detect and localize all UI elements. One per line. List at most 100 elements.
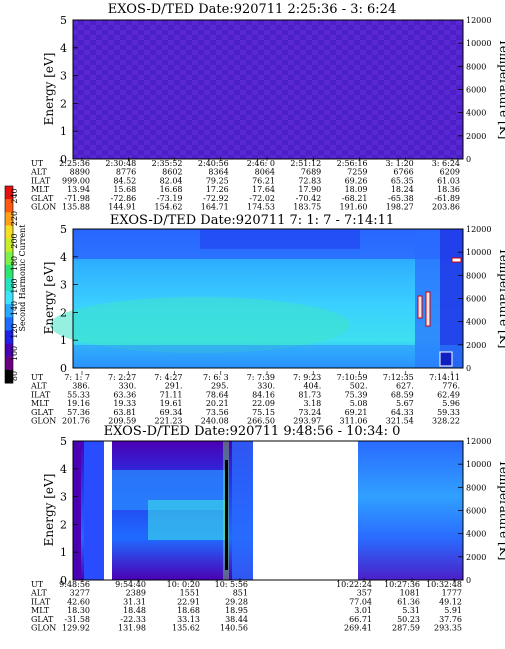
- ephemeris-cell: 7: 2:27: [108, 373, 136, 382]
- ephemeris-cell: 209.59: [108, 417, 136, 426]
- ephemeris-row-label: ALT: [30, 382, 47, 391]
- ephemeris-cell: 59.33: [437, 408, 460, 417]
- colorbar-swatch: [5, 291, 13, 305]
- colorbar-swatch: [5, 199, 13, 213]
- ephemeris-cell: 2:30:48: [105, 159, 136, 168]
- ephemeris-cell: 38.44: [225, 615, 248, 624]
- ephemeris-cell: 140.56: [220, 624, 248, 633]
- ephemeris-cell: -71.98: [64, 194, 90, 203]
- ephemeris-cell: 66.71: [349, 615, 372, 624]
- ephemeris-cell: 63.81: [113, 408, 136, 417]
- ephemeris-cell: 999.00: [62, 176, 90, 185]
- panel-2-ylabel: Energy [eV]: [42, 262, 56, 335]
- ephemeris-cell: 65.35: [391, 176, 414, 185]
- ephemeris-cell: 16.68: [160, 185, 183, 194]
- ephemeris-cell: 2389: [126, 589, 146, 598]
- ephemeris-cell: 10: 0:20: [167, 580, 200, 589]
- ephemeris-cell: 7: 1: 7: [64, 373, 90, 382]
- ephemeris-cell: 7: 4:27: [154, 373, 182, 382]
- ephemeris-cell: 55.33: [67, 390, 90, 399]
- ytick-label: 0: [60, 362, 67, 375]
- colorbar-tick-label: 100: [10, 346, 19, 361]
- ephemeris-row-label: GLAT: [31, 194, 54, 203]
- ephemeris-row-label: ALT: [30, 589, 47, 598]
- ephemeris-cell: 29.28: [225, 597, 248, 606]
- ephemeris-cell: 293.97: [293, 417, 321, 426]
- colorbar-tick-label: 120: [10, 323, 19, 338]
- colorbar-swatch: [5, 369, 13, 384]
- ephemeris-cell: 19.16: [67, 399, 90, 408]
- ephemeris-cell: 10:27:36: [384, 580, 420, 589]
- panel-1-plot: [73, 20, 463, 159]
- ytick-label: 0: [60, 574, 67, 587]
- colorbar-tick-label: 180: [10, 256, 19, 271]
- ephemeris-cell: 10:22:24: [336, 580, 372, 589]
- ytick-label: 5: [60, 435, 67, 448]
- ephemeris-row-label: GLAT: [31, 408, 54, 417]
- ephemeris-cell: 5.08: [350, 399, 368, 408]
- panel-2-title: EXOS-D/TED Date:920711 7: 1: 7 - 7:14:11: [110, 213, 394, 228]
- ephemeris-row-label: UT: [31, 159, 44, 168]
- ephemeris-cell: 3: 1:20: [385, 159, 413, 168]
- ephemeris-row-label: GLON: [31, 624, 56, 633]
- ephemeris-cell: -72.02: [249, 194, 275, 203]
- ephemeris-cell: -22.33: [120, 615, 146, 624]
- ephemeris-cell: 69.26: [345, 176, 368, 185]
- ephemeris-cell: 18.95: [225, 606, 248, 615]
- colorbar-swatch: [5, 330, 13, 345]
- y2tick-label: 4000: [466, 530, 486, 539]
- colorbar-swatch: [5, 317, 13, 331]
- ephemeris-cell: 49.12: [439, 597, 462, 606]
- ephemeris-cell: 84.52: [113, 176, 136, 185]
- colorbar-swatch: [5, 238, 13, 253]
- ephemeris-cell: 135.62: [172, 624, 200, 633]
- ephemeris-cell: 183.75: [293, 203, 321, 212]
- ytick-label: 2: [60, 518, 67, 531]
- ephemeris-cell: 328.22: [432, 417, 460, 426]
- ephemeris-cell: 851: [233, 589, 248, 598]
- ephemeris-cell: 6209: [440, 168, 460, 177]
- ephemeris-cell: 502.: [350, 382, 368, 391]
- ephemeris-cell: 164.71: [201, 203, 229, 212]
- ephemeris-cell: 5.91: [444, 606, 462, 615]
- panel-3-ylabel: Energy [eV]: [42, 474, 56, 547]
- ephemeris-cell: 2:25:36: [59, 159, 90, 168]
- ytick-label: 2: [60, 97, 67, 110]
- ephemeris-cell: 2:46: 0: [247, 159, 275, 168]
- ephemeris-cell: 10:32:48: [426, 580, 462, 589]
- ephemeris-cell: 404.: [303, 382, 321, 391]
- ephemeris-cell: 61.03: [437, 176, 460, 185]
- ephemeris-cell: 77.04: [349, 597, 372, 606]
- ytick-label: 3: [60, 70, 67, 83]
- ephemeris-cell: 64.33: [391, 408, 414, 417]
- ephemeris-cell: 22.09: [252, 399, 275, 408]
- ephemeris-cell: 386.: [72, 382, 90, 391]
- ephemeris-row-label: ILAT: [31, 176, 51, 185]
- ephemeris-cell: 73.24: [298, 408, 321, 417]
- panel-1-y2label: Temperature [K]: [497, 39, 505, 140]
- ephemeris-cell: 5.96: [442, 399, 460, 408]
- ephemeris-cell: 2:40:56: [198, 159, 229, 168]
- panel-1-ylabel: Energy [eV]: [42, 53, 56, 126]
- ephemeris-cell: 287.59: [392, 624, 420, 633]
- colorbar-tick-label: 160: [10, 278, 19, 293]
- ephemeris-cell: -72.92: [203, 194, 229, 203]
- ephemeris-cell: 9:48:56: [59, 580, 90, 589]
- panel-2: EXOS-D/TED Date:920711 7: 1: 7 - 7:14:11…: [30, 213, 505, 426]
- ytick-label: 1: [60, 334, 67, 347]
- ephemeris-cell: 20.21: [206, 399, 229, 408]
- ephemeris-cell: 33.13: [177, 615, 200, 624]
- ephemeris-cell: 5.67: [396, 399, 414, 408]
- panel-3: EXOS-D/TED Date:920711 9:48:56 - 10:34: …: [30, 424, 505, 633]
- ephemeris-cell: 8602: [162, 168, 182, 177]
- colorbar-swatch: [5, 304, 13, 318]
- ephemeris-cell: 1777: [442, 589, 462, 598]
- colorbar-frame: [4, 185, 14, 384]
- ephemeris-cell: -65.38: [388, 194, 414, 203]
- ytick-label: 4: [60, 251, 67, 264]
- y2tick-label: 10000: [466, 39, 491, 48]
- ephemeris-cell: 5.31: [402, 606, 420, 615]
- y2tick-label: 6000: [466, 86, 486, 95]
- ephemeris-cell: 17.90: [298, 185, 321, 194]
- ephemeris-cell: -73.19: [157, 194, 183, 203]
